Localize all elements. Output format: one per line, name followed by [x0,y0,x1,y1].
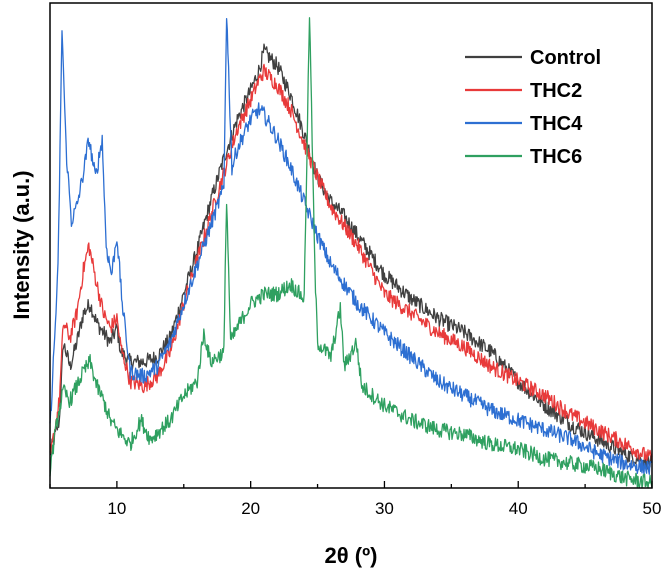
legend: Control THC2 THC4 THC6 [465,47,601,168]
x-tick-label: 40 [509,499,528,518]
legend-label-thc2: THC2 [530,80,582,102]
x-tick-label: 50 [643,499,662,518]
series-line-thc6 [49,17,653,489]
x-axis-ticks: 10 20 30 40 50 [49,481,662,518]
x-axis-title: 2θ (º) [325,543,378,568]
legend-label-thc6: THC6 [530,146,582,168]
x-tick-label: 10 [107,499,126,518]
series-lines [49,17,653,489]
x-tick-label: 20 [241,499,260,518]
legend-label-thc4: THC4 [530,113,583,135]
x-tick-label: 30 [375,499,394,518]
legend-label-control: Control [530,47,601,69]
y-axis-title: Intensity (a.u.) [9,170,34,319]
series-line-thc4 [49,18,653,475]
plot-frame [49,2,653,489]
series-line-thc2 [49,63,653,463]
